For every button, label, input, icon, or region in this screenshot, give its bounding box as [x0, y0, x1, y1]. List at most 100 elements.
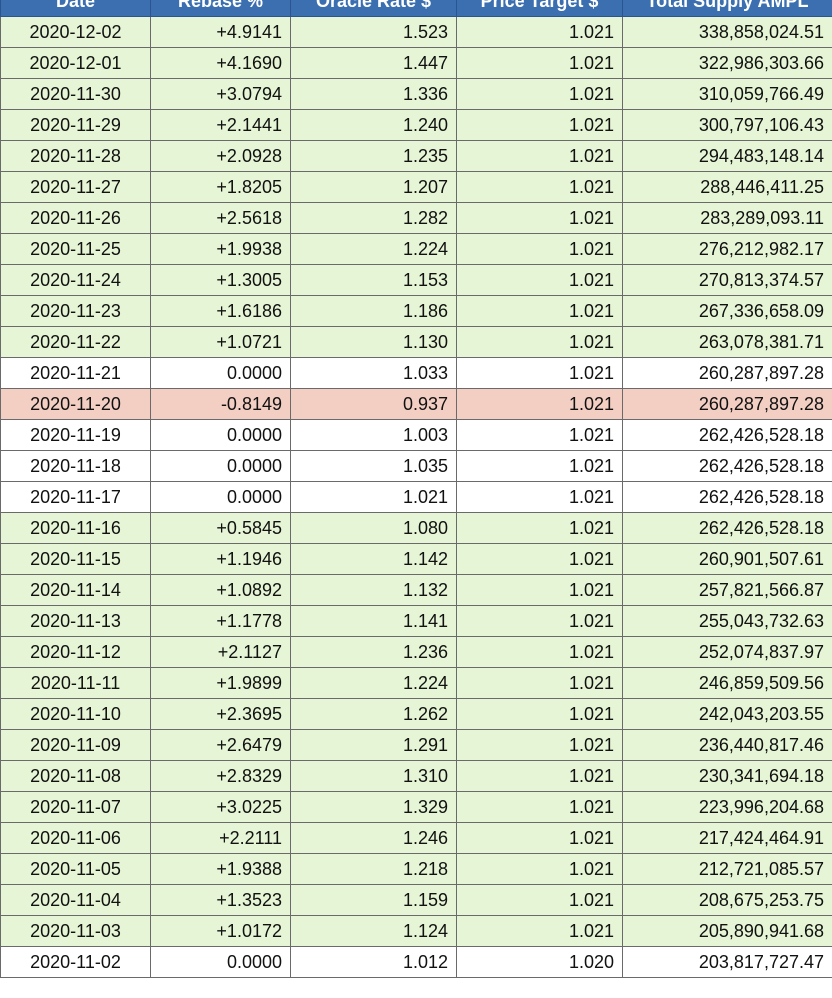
price-target-cell: 1.021	[456, 140, 623, 172]
oracle-rate-cell: 1.447	[290, 47, 457, 79]
oracle-rate-cell: 1.132	[290, 574, 457, 606]
table-row: 2020-11-20 -0.8149 0.937 1.021 260,287,897.2…	[0, 388, 832, 420]
rebase-percent-cell: +2.6479	[150, 729, 291, 761]
price-target-cell: 1.021	[456, 822, 623, 854]
oracle-rate-cell: 1.033	[290, 357, 457, 389]
table-row: 2020-11-15 +1.1946 1.142 1.021 260,901,507.6…	[0, 543, 832, 575]
rebase-percent-cell: +3.0794	[150, 78, 291, 110]
rebase-percent-cell: +4.9141	[150, 16, 291, 48]
total-supply-cell: 230,341,694.18	[622, 760, 832, 792]
rebase-percent-cell: +1.3005	[150, 264, 291, 296]
oracle-rate-cell: 1.246	[290, 822, 457, 854]
price-target-cell: 1.021	[456, 357, 623, 389]
price-target-cell: 1.021	[456, 419, 623, 451]
price-target-cell: 1.021	[456, 791, 623, 823]
total-supply-cell: 267,336,658.09	[622, 295, 832, 327]
table-row: 2020-11-06 +2.2111 1.246 1.021 217,424,464.9…	[0, 822, 832, 854]
total-supply-cell: 300,797,106.43	[622, 109, 832, 141]
date-cell: 2020-11-03	[0, 915, 151, 947]
total-supply-cell: 252,074,837.97	[622, 636, 832, 668]
table-row: 2020-11-17 0.0000 1.021 1.021 262,426,528.18	[0, 481, 832, 513]
total-supply-cell: 288,446,411.25	[622, 171, 832, 203]
table-row: 2020-11-08 +2.8329 1.310 1.021 230,341,694.1…	[0, 760, 832, 792]
oracle-rate-cell: 0.937	[290, 388, 457, 420]
price-target-cell: 1.020	[456, 946, 623, 978]
oracle-rate-cell: 1.218	[290, 853, 457, 885]
rebase-percent-cell: +0.5845	[150, 512, 291, 544]
date-cell: 2020-11-19	[0, 419, 151, 451]
table-row: 2020-11-25 +1.9938 1.224 1.021 276,212,982.1…	[0, 233, 832, 265]
date-cell: 2020-11-28	[0, 140, 151, 172]
oracle-rate-cell: 1.336	[290, 78, 457, 110]
header-row: Date Rebase % Oracle Rate $ Price Target…	[0, 0, 832, 17]
date-cell: 2020-11-24	[0, 264, 151, 296]
total-supply-cell: 262,426,528.18	[622, 450, 832, 482]
rebase-percent-cell: +4.1690	[150, 47, 291, 79]
table-row: 2020-11-02 0.0000 1.012 1.020 203,817,727.47	[0, 946, 832, 978]
price-target-cell: 1.021	[456, 78, 623, 110]
price-target-cell: 1.021	[456, 729, 623, 761]
date-cell: 2020-12-02	[0, 16, 151, 48]
price-target-cell: 1.021	[456, 605, 623, 637]
table-row: 2020-12-02 +4.9141 1.523 1.021 338,858,024.5…	[0, 16, 832, 48]
table-row: 2020-11-22 +1.0721 1.130 1.021 263,078,381.7…	[0, 326, 832, 358]
date-cell: 2020-11-04	[0, 884, 151, 916]
date-cell: 2020-11-29	[0, 109, 151, 141]
table-row: 2020-12-01 +4.1690 1.447 1.021 322,986,303.6…	[0, 47, 832, 79]
table-row: 2020-11-29 +2.1441 1.240 1.021 300,797,106.4…	[0, 109, 832, 141]
oracle-rate-cell: 1.329	[290, 791, 457, 823]
total-supply-cell: 338,858,024.51	[622, 16, 832, 48]
price-target-cell: 1.021	[456, 481, 623, 513]
total-supply-cell: 217,424,464.91	[622, 822, 832, 854]
oracle-rate-cell: 1.080	[290, 512, 457, 544]
date-cell: 2020-11-05	[0, 853, 151, 885]
rebase-percent-cell: 0.0000	[150, 419, 291, 451]
total-supply-cell: 322,986,303.66	[622, 47, 832, 79]
price-target-cell: 1.021	[456, 853, 623, 885]
table-body: 2020-12-02 +4.9141 1.523 1.021 338,858,024.5…	[0, 16, 832, 978]
total-supply-cell: 255,043,732.63	[622, 605, 832, 637]
table-row: 2020-11-28 +2.0928 1.235 1.021 294,483,148.1…	[0, 140, 832, 172]
total-supply-cell: 276,212,982.17	[622, 233, 832, 265]
date-cell: 2020-12-01	[0, 47, 151, 79]
column-header-rebase: Rebase %	[150, 0, 291, 17]
rebase-percent-cell: 0.0000	[150, 357, 291, 389]
oracle-rate-cell: 1.224	[290, 233, 457, 265]
date-cell: 2020-11-21	[0, 357, 151, 389]
oracle-rate-cell: 1.291	[290, 729, 457, 761]
table-row: 2020-11-12 +2.1127 1.236 1.021 252,074,837.9…	[0, 636, 832, 668]
total-supply-cell: 236,440,817.46	[622, 729, 832, 761]
date-cell: 2020-11-22	[0, 326, 151, 358]
total-supply-cell: 263,078,381.71	[622, 326, 832, 358]
date-cell: 2020-11-30	[0, 78, 151, 110]
column-header-price-target: Price Target $	[456, 0, 623, 17]
rebase-percent-cell: +1.3523	[150, 884, 291, 916]
date-cell: 2020-11-20	[0, 388, 151, 420]
date-cell: 2020-11-15	[0, 543, 151, 575]
total-supply-cell: 242,043,203.55	[622, 698, 832, 730]
date-cell: 2020-11-25	[0, 233, 151, 265]
price-target-cell: 1.021	[456, 698, 623, 730]
rebase-percent-cell: +2.8329	[150, 760, 291, 792]
rebase-percent-cell: +1.8205	[150, 171, 291, 203]
rebase-percent-cell: 0.0000	[150, 450, 291, 482]
total-supply-cell: 262,426,528.18	[622, 481, 832, 513]
date-cell: 2020-11-27	[0, 171, 151, 203]
price-target-cell: 1.021	[456, 760, 623, 792]
oracle-rate-cell: 1.207	[290, 171, 457, 203]
rebase-percent-cell: +1.1946	[150, 543, 291, 575]
total-supply-cell: 294,483,148.14	[622, 140, 832, 172]
date-cell: 2020-11-14	[0, 574, 151, 606]
date-cell: 2020-11-08	[0, 760, 151, 792]
oracle-rate-cell: 1.124	[290, 915, 457, 947]
oracle-rate-cell: 1.224	[290, 667, 457, 699]
rebase-percent-cell: +2.2111	[150, 822, 291, 854]
oracle-rate-cell: 1.310	[290, 760, 457, 792]
oracle-rate-cell: 1.523	[290, 16, 457, 48]
rebase-percent-cell: +2.3695	[150, 698, 291, 730]
oracle-rate-cell: 1.130	[290, 326, 457, 358]
oracle-rate-cell: 1.153	[290, 264, 457, 296]
oracle-rate-cell: 1.282	[290, 202, 457, 234]
oracle-rate-cell: 1.262	[290, 698, 457, 730]
rebase-table-container: Date Rebase % Oracle Rate $ Price Target…	[0, 0, 832, 978]
